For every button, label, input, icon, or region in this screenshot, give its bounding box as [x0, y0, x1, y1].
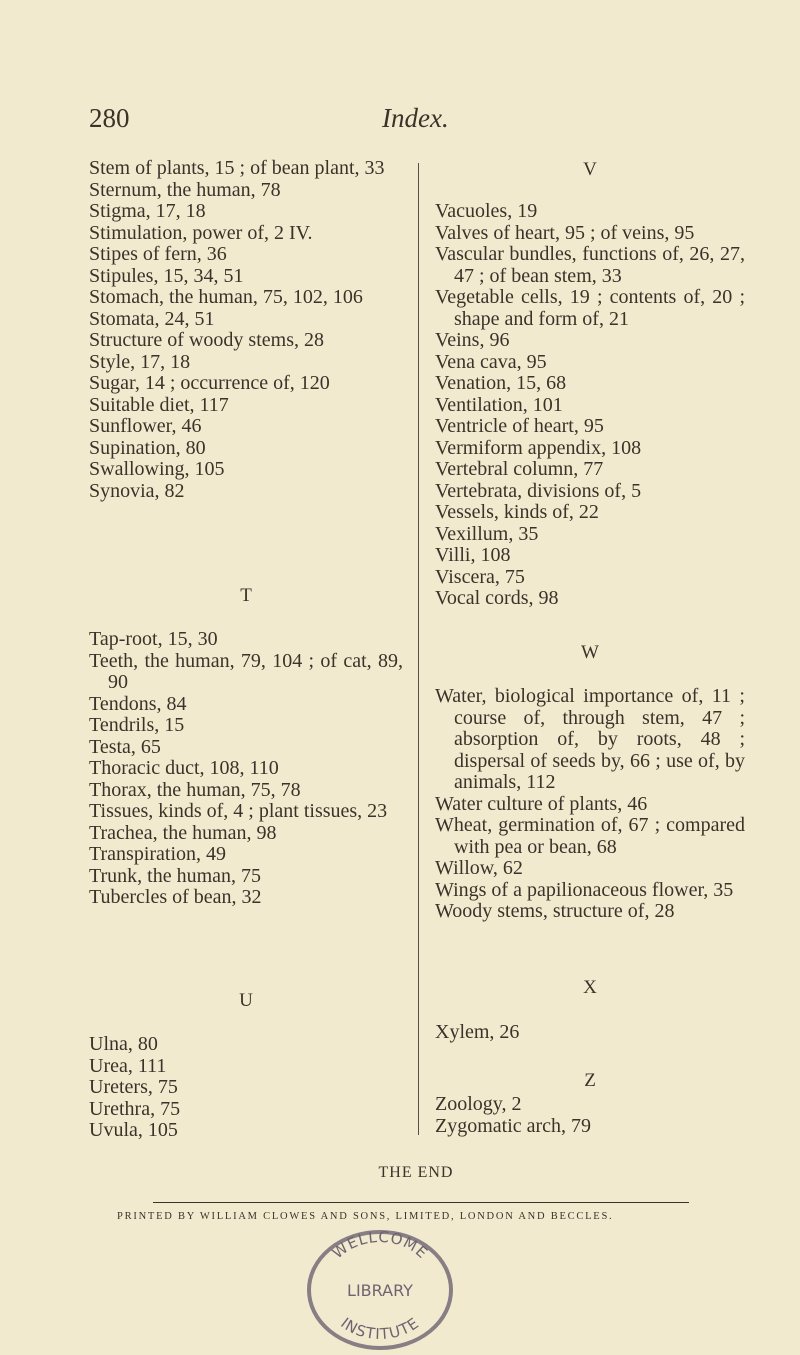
library-stamp: WELLCOME LIBRARY INSTITUTE	[307, 1229, 453, 1350]
index-entry: Vessels, kinds of, 22	[435, 501, 599, 523]
running-head: Index.	[382, 103, 449, 133]
section-letter: Z	[584, 1070, 596, 1091]
index-entry: Stem of plants, 15 ; of bean plant, 33	[89, 157, 385, 179]
index-entry: Tendrils, 15	[89, 714, 185, 736]
index-entry: Vacuoles, 19	[435, 200, 538, 222]
index-entry: Venation, 15, 68	[435, 372, 567, 394]
index-entry: Transpiration, 49	[89, 843, 227, 865]
index-entry: Sternum, the human, 78	[89, 178, 281, 201]
section-letter: T	[240, 585, 252, 606]
index-entry: Stipules, 15, 34, 51	[89, 264, 244, 287]
stamp-bottom-text: INSTITUTE	[337, 1314, 421, 1343]
index-entry: Stomach, the human, 75, 102, 106	[89, 286, 363, 308]
index-section: Vacuoles, 19 Valves of heart, 95 ; of vei…	[435, 200, 745, 610]
the-end: THE END	[378, 1164, 454, 1181]
index-entry: Wings of a papilionaceous flower, 35	[435, 878, 734, 901]
index-section: Ulna, 80 Urea, 111 Ureters, 75 Urethra, 75 U…	[89, 1033, 403, 1142]
index-entry: Veins, 96	[435, 329, 510, 351]
section-letter: U	[239, 990, 253, 1011]
index-entry: Thoracic duct, 108, 110	[89, 757, 279, 779]
index-entry: Urethra, 75	[89, 1097, 181, 1120]
index-entry: Zoology, 2	[435, 1093, 522, 1115]
section-letter: W	[581, 642, 599, 663]
stamp-top-text: WELLCOME	[329, 1229, 431, 1262]
index-entry: Tap-root, 15, 30	[89, 628, 218, 650]
index-entry: Vascular bundles, functions of, 26, 27, …	[435, 243, 745, 287]
svg-text:INSTITUTE: INSTITUTE	[337, 1314, 422, 1343]
printer-imprint: PRINTED BY WILLIAM CLOWES AND SONS, LIMI…	[117, 1211, 614, 1222]
stamp-middle-text: LIBRARY	[347, 1281, 413, 1300]
index-section: Tap-root, 15, 30 Teeth, the human, 79, 10…	[89, 628, 403, 909]
section-letter: V	[583, 159, 597, 180]
index-entry: Urea, 111	[89, 1054, 167, 1077]
index-entry: Sunflower, 46	[89, 415, 202, 437]
index-entry: Structure of woody stems, 28	[89, 329, 324, 351]
index-entry: Swallowing, 105	[89, 458, 225, 480]
index-entry: Tendons, 84	[89, 692, 187, 715]
index-entry: Xylem, 26	[435, 1021, 520, 1043]
index-entry: Ventilation, 101	[435, 393, 563, 416]
index-section: Stem of plants, 15 ; of bean plant, 33 St…	[89, 157, 403, 502]
index-entry: Sugar, 14 ; occurrence of, 120	[89, 372, 330, 394]
index-entry: Trachea, the human, 98	[89, 821, 277, 844]
index-section: Zoology, 2 Zygomatic arch, 79	[435, 1093, 745, 1137]
column-divider	[418, 163, 419, 1135]
index-entry: Valves of heart, 95 ; of veins, 95	[435, 221, 695, 244]
index-entry: Vena cava, 95	[435, 350, 547, 373]
index-entry: Stomata, 24, 51	[89, 307, 215, 330]
index-entry: Vocal cords, 98	[435, 587, 559, 609]
index-entry: Supination, 80	[89, 436, 206, 459]
index-entry: Suitable diet, 117	[89, 393, 229, 416]
index-entry: Water, biological importance of, 11 ; co…	[435, 685, 745, 793]
index-entry: Style, 17, 18	[89, 350, 191, 373]
index-entry: Woody stems, structure of, 28	[435, 900, 675, 922]
index-entry: Stigma, 17, 18	[89, 200, 206, 222]
index-section: Water, biological importance of, 11 ; co…	[435, 685, 745, 923]
svg-text:WELLCOME: WELLCOME	[329, 1229, 432, 1262]
index-entry: Stimulation, power of, 2 IV.	[89, 221, 313, 244]
page-number: 280	[89, 103, 130, 133]
index-entry: Willow, 62	[435, 857, 523, 879]
index-entry: Teeth, the human, 79, 104 ; of cat, 89, …	[89, 649, 403, 693]
index-entry: Trunk, the human, 75	[89, 864, 262, 887]
index-entry: Testa, 65	[89, 735, 161, 758]
index-entry: Wheat, germination of, 67 ; compared wit…	[435, 814, 745, 858]
index-entry: Vexillum, 35	[435, 522, 539, 545]
index-entry: Ulna, 80	[89, 1033, 158, 1055]
index-entry: Thorax, the human, 75, 78	[89, 778, 301, 801]
index-entry: Vertebrata, divisions of, 5	[435, 479, 642, 502]
index-entry: Viscera, 75	[435, 565, 525, 588]
index-entry: Stipes of fern, 36	[89, 243, 227, 265]
index-entry: Vertebral column, 77	[435, 458, 604, 480]
index-entry: Vegetable cells, 19 ; contents of, 20 ; …	[435, 286, 745, 330]
index-entry: Ureters, 75	[89, 1076, 178, 1098]
footer-rule	[153, 1202, 689, 1203]
index-entry: Tissues, kinds of, 4 ; plant tissues, 23	[89, 800, 388, 822]
index-entry: Tubercles of bean, 32	[89, 886, 262, 908]
section-letter: X	[583, 977, 597, 998]
index-entry: Ventricle of heart, 95	[435, 415, 604, 437]
index-entry: Villi, 108	[435, 544, 511, 566]
index-section: Xylem, 26	[435, 1021, 745, 1044]
index-entry: Zygomatic arch, 79	[435, 1114, 592, 1137]
index-entry: Vermiform appendix, 108	[435, 436, 642, 459]
index-entry: Uvula, 105	[89, 1119, 178, 1141]
index-entry: Synovia, 82	[89, 479, 185, 502]
index-entry: Water culture of plants, 46	[435, 792, 648, 815]
